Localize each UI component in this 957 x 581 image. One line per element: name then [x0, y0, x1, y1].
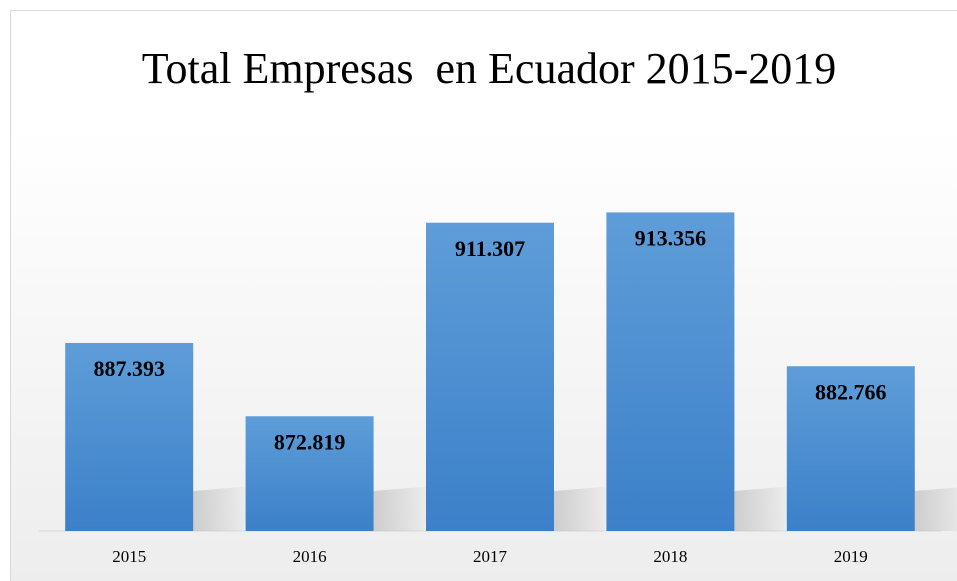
bar — [245, 416, 374, 531]
bar — [786, 366, 915, 531]
x-tick-label: 2016 — [293, 547, 327, 566]
data-label: 882.766 — [815, 379, 887, 404]
bar — [606, 212, 735, 531]
bar-shadow — [914, 487, 957, 531]
data-label: 887.393 — [93, 356, 165, 381]
bar — [65, 342, 194, 531]
x-tick-label: 2019 — [834, 547, 868, 566]
bar-shadow — [734, 486, 795, 531]
data-label: 913.356 — [635, 225, 707, 250]
x-tick-label: 2018 — [653, 547, 687, 566]
bar-shadow — [193, 486, 254, 531]
bar-shadow — [373, 486, 434, 531]
chart: 2015 887.393 2016 872.819 2017 911.307 2018 913… — [39, 212, 957, 566]
x-tick-label: 2017 — [473, 547, 508, 566]
bar — [426, 222, 554, 531]
bar-shadow — [554, 486, 614, 531]
data-label: 872.819 — [274, 429, 346, 454]
chart-title: Total Empresas en Ecuador 2015-2019 — [141, 44, 837, 93]
x-tick-label: 2015 — [112, 547, 146, 566]
chart-frame: 2015 887.393 2016 872.819 2017 911.307 2018 913… — [10, 10, 957, 581]
data-label: 911.307 — [455, 236, 525, 261]
